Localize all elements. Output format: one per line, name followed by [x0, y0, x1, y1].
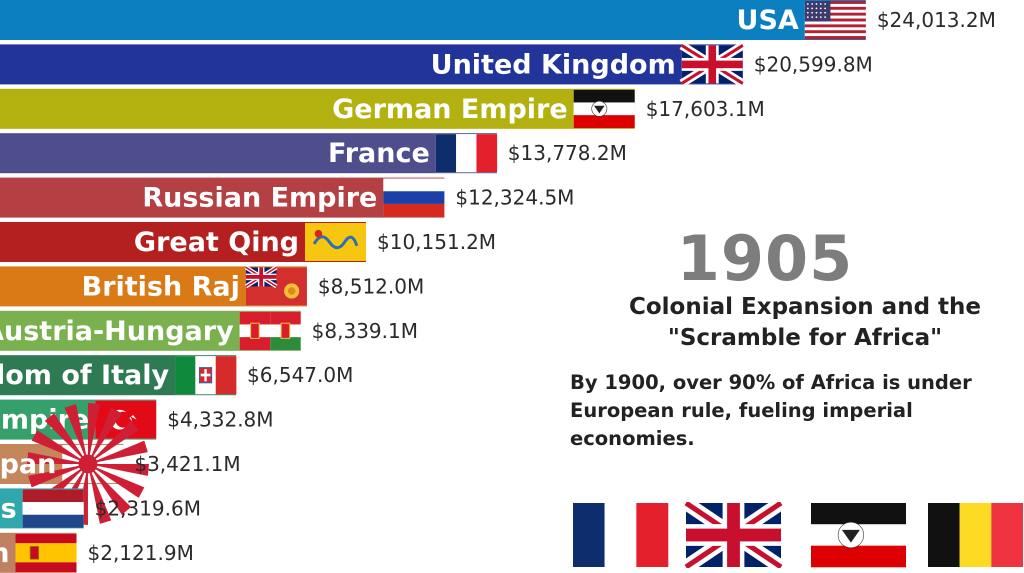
- value-label: $12,324.5M: [455, 186, 574, 210]
- bar-label: Netherlands: [0, 493, 17, 524]
- bar-label: Russian Empire: [142, 183, 377, 214]
- bar-label: France: [328, 138, 430, 169]
- bar: [0, 0, 866, 40]
- description: By 1900, over 90% of Africa is under Eur…: [570, 369, 1022, 453]
- bar: [0, 88, 635, 129]
- description-line-3: economies.: [570, 427, 695, 450]
- italy-flag: [175, 356, 237, 395]
- bar: [0, 177, 445, 218]
- bar-row: German Empire $17,603.1M: [0, 88, 765, 129]
- uk-flag: [679, 41, 745, 87]
- bar-row: United Kingdom $20,599.8M: [0, 41, 873, 87]
- france-flag: [435, 134, 498, 173]
- description-line-2: European rule, fueling imperial: [570, 399, 913, 422]
- uk-flag: [682, 502, 785, 568]
- bar-label: British Raj: [82, 271, 240, 302]
- bar-row: Kingdom of Italy $6,547.0M: [0, 355, 353, 396]
- description-line-1: By 1900, over 90% of Africa is under: [570, 371, 972, 394]
- colonial-powers-flags: [573, 502, 1023, 568]
- value-label: $6,547.0M: [247, 363, 353, 387]
- headline-line-1: Colonial Expansion and the: [628, 294, 982, 320]
- bar-label: Austria-Hungary: [0, 316, 234, 347]
- austria-hungary-flag: [239, 311, 301, 351]
- value-label: $3,421.1M: [134, 452, 240, 476]
- bar-row: Netherlands $2,319.6M: [0, 488, 201, 529]
- bar-row: British Raj $8,512.0M: [0, 265, 424, 307]
- value-label: $4,332.8M: [167, 408, 273, 432]
- qing-flag: [305, 223, 367, 261]
- value-label: $8,339.1M: [312, 319, 418, 343]
- spain-flag: [15, 533, 77, 573]
- value-label: $8,512.0M: [318, 274, 424, 298]
- value-label: $24,013.2M: [877, 8, 996, 32]
- usa-flag: [804, 1, 866, 40]
- value-label: $13,778.2M: [508, 141, 627, 165]
- belgium-flag: [928, 503, 1023, 567]
- headline: Colonial Expansion and the "Scramble for…: [585, 292, 1024, 354]
- bar-label: Empire of Japan: [0, 449, 56, 480]
- bar-row: USA $24,013.2M: [0, 0, 996, 40]
- bar-row: Great Qing $10,151.2M: [0, 222, 496, 262]
- bar-row: Spain $2,121.9M: [0, 532, 194, 573]
- bar-row: Austria-Hungary $8,339.1M: [0, 310, 418, 351]
- value-label: $17,603.1M: [646, 97, 765, 121]
- bar-row: Russian Empire $12,324.5M: [0, 177, 574, 218]
- value-label: $2,319.6M: [95, 496, 201, 520]
- bar-label: United Kingdom: [431, 49, 676, 80]
- german-empire-flag: [811, 503, 906, 568]
- bar: [0, 222, 367, 262]
- bar-row: France $13,778.2M: [0, 133, 627, 174]
- russia-flag: [383, 178, 445, 217]
- bar: [0, 44, 743, 85]
- value-label: $20,599.8M: [754, 52, 873, 76]
- bar-label: USA: [737, 5, 799, 36]
- year-label: 1905: [676, 222, 854, 295]
- bar-label: Kingdom of Italy: [0, 360, 169, 391]
- bar: [0, 133, 497, 174]
- france-flag: [573, 503, 669, 567]
- bar-label: Great Qing: [134, 227, 299, 258]
- bar-label: Spain: [0, 538, 10, 569]
- british-raj-flag: [244, 265, 307, 306]
- value-label: $10,151.2M: [377, 230, 496, 254]
- headline-line-2: "Scramble for Africa": [667, 325, 943, 351]
- value-label: $2,121.9M: [88, 541, 194, 565]
- bar-label: German Empire: [332, 94, 568, 125]
- german-empire-flag: [573, 89, 635, 129]
- netherlands-flag: [22, 489, 84, 528]
